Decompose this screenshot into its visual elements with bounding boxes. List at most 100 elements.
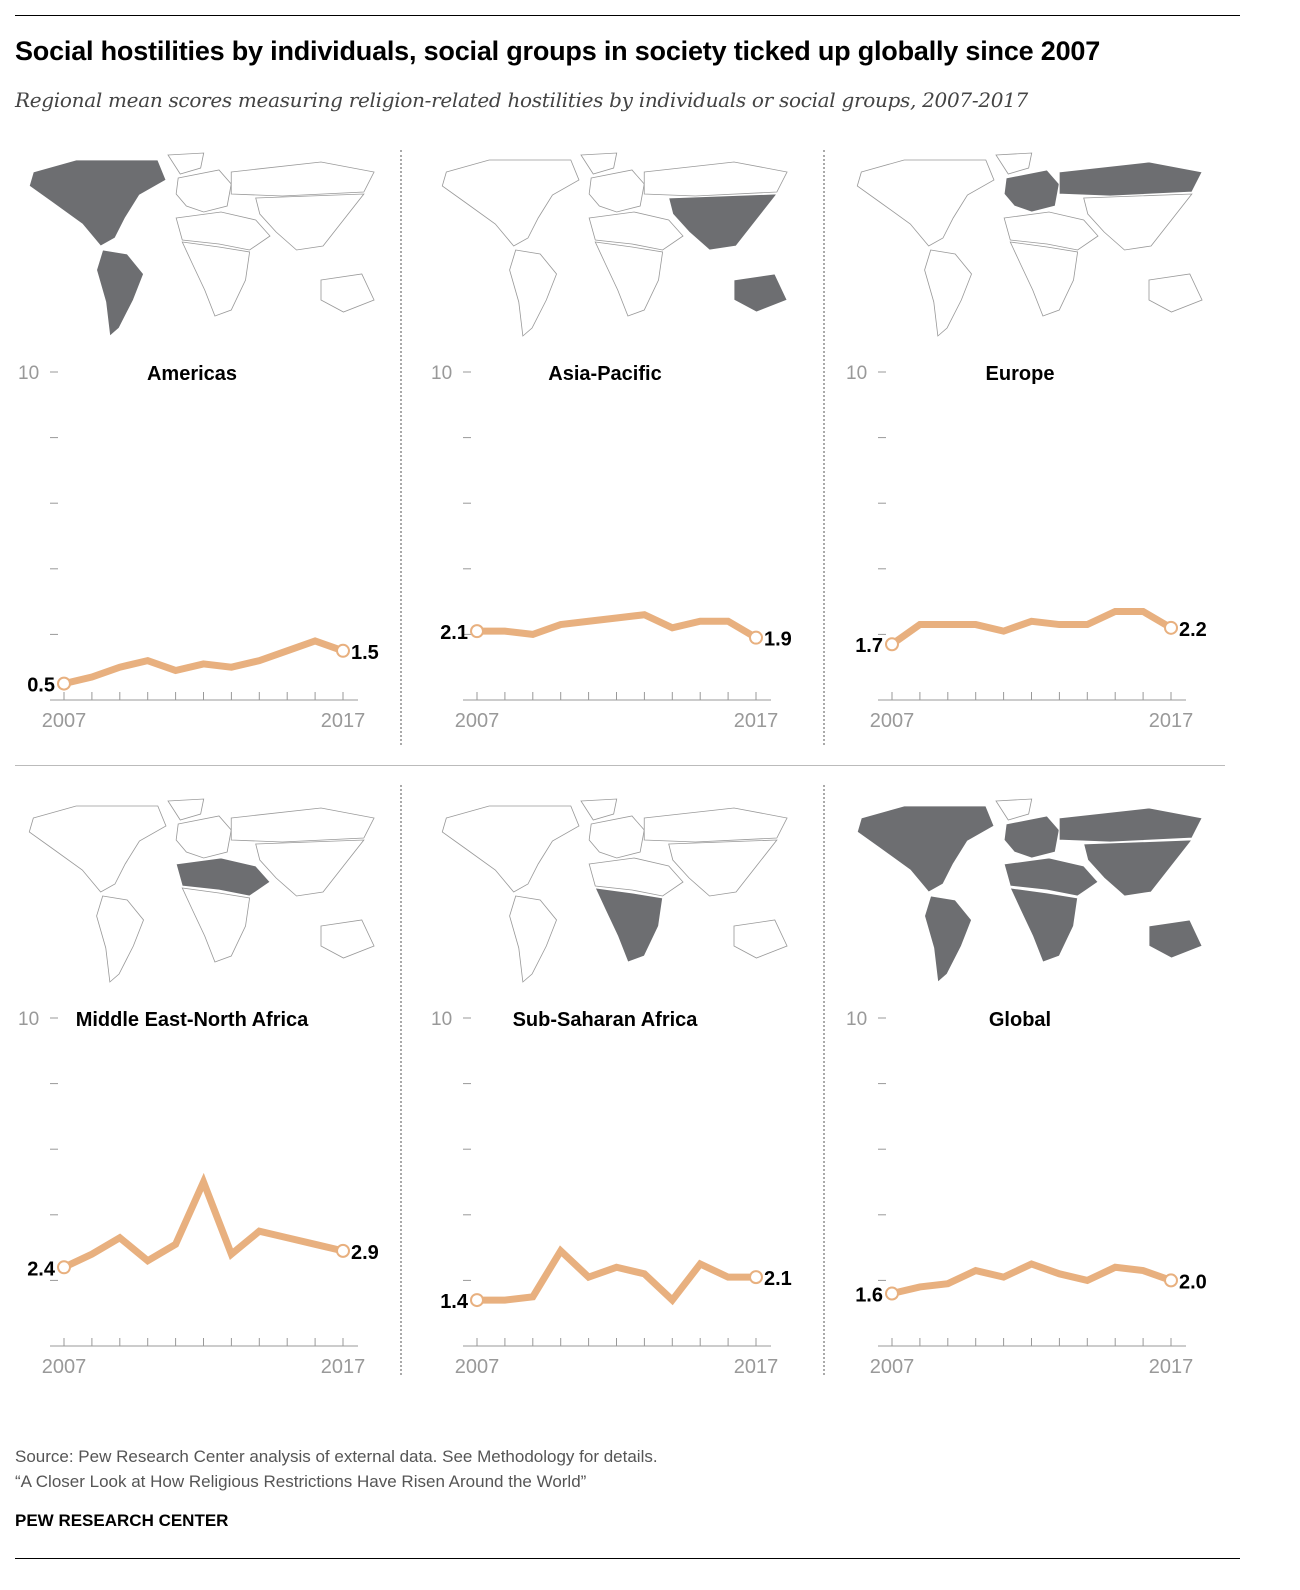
- end-value-label: 2.1: [764, 1268, 792, 1290]
- map-region-mena: [1003, 857, 1099, 897]
- start-value-label: 2.4: [27, 1258, 56, 1280]
- map-region-sa: [96, 249, 144, 337]
- end-value-label: 1.5: [351, 642, 379, 664]
- map-region-mena: [588, 211, 684, 251]
- map-region-asia: [255, 839, 365, 897]
- panel-title: Asia-Pacific: [548, 363, 661, 385]
- map-region-sa: [96, 895, 144, 983]
- y-tick-label-10: 10: [431, 1009, 452, 1030]
- map-region-na: [856, 159, 995, 247]
- x-tick-label-start: 2007: [455, 1356, 500, 1378]
- map-region-eu: [588, 169, 645, 213]
- map-region-mena: [175, 857, 271, 897]
- x-tick-label-start: 2007: [870, 1356, 915, 1378]
- column-divider: [400, 150, 402, 745]
- panel-middle-east-north-africa: 10 2007 2017 Middle East-North Africa 2.4 2.9: [15, 796, 425, 1396]
- end-value-label: 1.9: [764, 629, 792, 651]
- map-region-greenland: [580, 798, 618, 821]
- series-line: [477, 1245, 756, 1306]
- map-region-aus: [733, 919, 788, 959]
- start-point-marker: [885, 637, 899, 652]
- map-region-aus: [1148, 919, 1203, 959]
- x-tick-label-end: 2017: [734, 710, 779, 732]
- y-tick-label-10: 10: [846, 1009, 867, 1030]
- panel-sub-saharan-africa: 10 2007 2017 Sub-Saharan Africa 1.4 2.1: [428, 796, 838, 1396]
- series-line: [63, 637, 345, 688]
- start-point-marker: [57, 676, 71, 691]
- panel-title: Middle East-North Africa: [76, 1009, 309, 1031]
- start-point-marker: [470, 624, 484, 639]
- start-value-label: 1.4: [440, 1291, 469, 1313]
- end-point-marker: [749, 1270, 763, 1285]
- panel-global: 10 2007 2017 Global 1.6 2.0: [843, 796, 1253, 1396]
- y-tick-label-10: 10: [18, 1009, 39, 1030]
- chart-subtitle: Regional mean scores measuring religion-…: [15, 88, 1028, 112]
- map-region-russia: [643, 161, 788, 197]
- end-value-label: 2.2: [1179, 619, 1207, 641]
- map-region-eu: [1003, 169, 1060, 213]
- map-region-ssa: [1009, 241, 1079, 317]
- world-map: [441, 152, 788, 337]
- row-divider: [15, 765, 1225, 766]
- report-note: “A Closer Look at How Religious Restrict…: [15, 1472, 587, 1491]
- start-value-label: 2.1: [440, 622, 468, 644]
- start-point-marker: [885, 1286, 899, 1301]
- map-region-na: [28, 159, 167, 247]
- map-region-sa: [509, 895, 557, 983]
- top-rule: [15, 15, 1240, 16]
- world-map: [856, 798, 1203, 983]
- map-region-russia: [230, 161, 375, 197]
- series-line: [889, 607, 1173, 648]
- map-region-sa: [509, 249, 557, 337]
- panel-americas: 10 2007 2017 Americas 0.5 1.5: [15, 150, 425, 750]
- world-map: [28, 152, 375, 337]
- map-region-mena: [588, 857, 684, 897]
- map-region-mena: [175, 211, 271, 251]
- start-point-marker: [470, 1293, 484, 1308]
- x-tick-label-end: 2017: [321, 1356, 366, 1378]
- x-tick-label-start: 2007: [455, 710, 500, 732]
- map-region-na: [856, 805, 995, 893]
- bottom-rule: [15, 1558, 1240, 1559]
- x-tick-label-end: 2017: [1149, 710, 1194, 732]
- map-region-asia: [255, 193, 365, 251]
- column-divider: [823, 150, 825, 745]
- map-region-ssa: [594, 241, 664, 317]
- map-region-russia: [1058, 161, 1203, 197]
- map-region-eu: [1003, 815, 1060, 859]
- end-point-marker: [1164, 1273, 1178, 1288]
- start-value-label: 1.6: [855, 1285, 883, 1307]
- x-tick-label-end: 2017: [321, 710, 366, 732]
- x-tick-label-start: 2007: [870, 710, 915, 732]
- panel-title: Europe: [986, 363, 1055, 385]
- map-region-na: [28, 805, 167, 893]
- world-map: [441, 798, 788, 983]
- panel-europe: 10 2007 2017 Europe 1.7 2.2: [843, 150, 1253, 750]
- map-region-asia: [668, 193, 778, 251]
- end-point-marker: [336, 1243, 350, 1258]
- world-map: [856, 152, 1203, 337]
- panel-title: Global: [989, 1009, 1051, 1031]
- map-region-greenland: [167, 798, 205, 821]
- map-region-eu: [175, 815, 232, 859]
- column-divider: [823, 785, 825, 1375]
- end-point-marker: [749, 630, 763, 645]
- series-line: [62, 1172, 344, 1271]
- panel-asia-pacific: 10 2007 2017 Asia-Pacific 2.1 1.9: [428, 150, 838, 750]
- y-tick-label-10: 10: [846, 363, 867, 384]
- map-region-asia: [1083, 839, 1193, 897]
- map-region-russia: [230, 807, 375, 843]
- map-region-aus: [733, 273, 788, 313]
- y-tick-label-10: 10: [431, 363, 452, 384]
- panel-title: Americas: [147, 363, 237, 385]
- x-tick-label-end: 2017: [1149, 1356, 1194, 1378]
- x-tick-label-end: 2017: [734, 1356, 779, 1378]
- start-point-marker: [57, 1260, 71, 1275]
- start-value-label: 1.7: [855, 635, 883, 657]
- map-region-eu: [588, 815, 645, 859]
- panel-title: Sub-Saharan Africa: [513, 1009, 699, 1031]
- start-value-label: 0.5: [27, 675, 55, 697]
- map-region-aus: [320, 273, 375, 313]
- map-region-greenland: [167, 152, 205, 175]
- series-line: [891, 1260, 1173, 1297]
